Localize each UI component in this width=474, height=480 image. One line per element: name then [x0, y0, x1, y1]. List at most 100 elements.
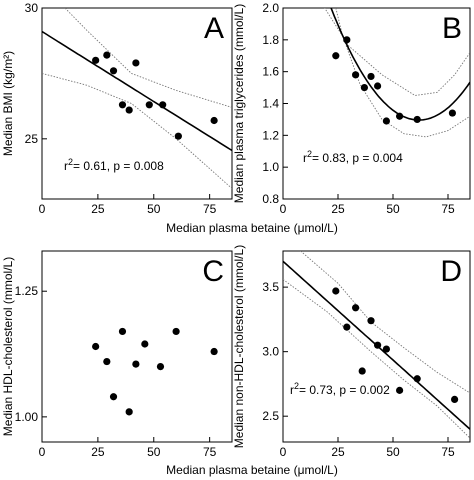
- panel-c-data-point: [125, 408, 133, 416]
- panel-b-y-tick-label: 0.8: [262, 192, 279, 206]
- panel-c-data-point: [109, 393, 118, 401]
- panel-c-frame: [41, 250, 233, 443]
- panel-b-ci-upper: [324, 8, 470, 96]
- panel-a-ci-upper: [64, 8, 232, 108]
- panel-b-data-point: [332, 52, 340, 60]
- panel-d-frame: [282, 250, 471, 443]
- panel-c-y-axis-label: Median HDL-cholesterol (mmol/L): [1, 257, 15, 436]
- panel-b-data-point: [360, 83, 368, 92]
- panel-a-stats-annotation: r2= 0.61, p = 0.008: [64, 157, 164, 173]
- panel-c-x-tick-label: 75: [203, 445, 217, 459]
- panel-c-y-tick-label: 1.25: [15, 284, 39, 298]
- panel-b-x-tick-label: 25: [331, 202, 345, 216]
- panel-d-data-point: [358, 367, 366, 375]
- panel-c-data-point: [103, 357, 111, 366]
- panel-b-data-point: [352, 71, 360, 79]
- panel-d-x-tick-label: 25: [331, 445, 345, 459]
- panel-d-y-axis-label: Median non-HDL-cholesterol (mmol/L): [232, 245, 246, 448]
- panel-a-ci-lower: [42, 72, 232, 189]
- panel-c-x-tick-label: 0: [39, 445, 46, 459]
- panel-c-data-point: [118, 327, 127, 336]
- panel-b-y-tick-label: 1.2: [262, 128, 279, 142]
- panel-c-x-tick-label: 25: [91, 445, 105, 459]
- panel-a-x-tick-label: 0: [39, 202, 46, 216]
- panel-a-regression-line: [42, 30, 232, 152]
- panel-d-ci-upper: [300, 251, 470, 394]
- panel-b-data-point: [382, 117, 390, 125]
- panel-b-data-point: [448, 109, 456, 117]
- panel-d-y-tick-label: 3.5: [262, 280, 279, 294]
- panel-c-data-point: [132, 360, 140, 368]
- panel-c-data-point: [156, 363, 165, 371]
- panel-d-data-point: [396, 386, 404, 394]
- panel-a-data-point: [125, 106, 133, 114]
- panel-c-plot-area: [92, 327, 218, 416]
- panel-a-letter: A: [204, 12, 224, 45]
- panel-d-x-tick-label: 75: [441, 445, 455, 459]
- panel-a-data-point: [103, 51, 111, 59]
- x-axis-label-bottom: Median plasma betaine (μmol/L): [166, 463, 338, 477]
- panel-d-data-point: [413, 375, 421, 383]
- panel-b-y-tick-label: 1.0: [262, 160, 279, 174]
- panel-c-data-point: [92, 342, 100, 351]
- panel-b-data-point: [396, 112, 404, 120]
- panel-b-letter: B: [442, 12, 462, 45]
- panel-a-data-point: [118, 101, 127, 109]
- panel-b: 0 25 50 75 0.8 1.0 1.2 1.4 1.6 1.8 2.0 Median plasm…: [232, 1, 471, 216]
- panel-b-y-tick-label: 1.6: [262, 65, 279, 79]
- panel-d-data-point: [374, 341, 382, 349]
- panel-a-plot-area: [42, 8, 232, 189]
- panel-c-data-point: [210, 347, 218, 356]
- panel-a-y-tick-label: 25: [25, 132, 39, 146]
- panel-b-x-tick-label: 0: [280, 202, 287, 216]
- panel-c-x-tick-label: 50: [147, 445, 161, 459]
- panel-a-x-tick-label: 75: [203, 202, 217, 216]
- panel-b-y-tick-label: 1.4: [262, 97, 279, 111]
- panel-c-letter: C: [202, 255, 224, 288]
- panel-b-y-tick-label: 2.0: [262, 1, 279, 15]
- panel-d-x-tick-label: 0: [280, 445, 287, 459]
- panel-a-y-axis-label: Median BMI (kg/m²): [1, 51, 15, 156]
- panel-d-data-point: [382, 345, 390, 353]
- panel-a-x-tick-label: 25: [91, 202, 105, 216]
- panel-a-data-point: [132, 59, 140, 67]
- panel-d: 0 25 50 75 2.5 3.0 3.5 Median non-HDL-cholester…: [232, 245, 471, 459]
- panel-a-data-point: [210, 116, 218, 125]
- panel-d-data-point: [343, 323, 351, 331]
- panel-b-regression-line: [330, 8, 470, 121]
- panel-d-stats-annotation: r2= 0.73, p = 0.002: [290, 381, 390, 397]
- panel-b-data-point: [343, 36, 351, 44]
- panel-b-data-point: [374, 82, 382, 90]
- panel-a-data-point: [159, 101, 167, 109]
- panel-a-data-point: [145, 101, 153, 109]
- panel-b-y-axis-label: Median plasma triglycerides (mmol/L): [232, 4, 246, 203]
- panel-a-x-tick-label: 50: [147, 202, 161, 216]
- panel-d-y-tick-label: 3.0: [262, 345, 279, 359]
- panel-a-y-tick-label: 30: [25, 1, 39, 15]
- x-axis-label-top: Median plasma betaine (μmol/L): [166, 221, 338, 235]
- panel-d-ci-lower: [283, 279, 470, 439]
- panel-b-data-point: [367, 72, 375, 81]
- panel-d-data-point: [352, 304, 360, 312]
- panel-a-data-point: [109, 67, 118, 75]
- panel-d-data-point: [451, 395, 459, 404]
- panel-b-stats-annotation: r2= 0.83, p = 0.004: [303, 149, 403, 165]
- panel-d-data-point: [332, 287, 340, 295]
- panel-c-data-point: [172, 327, 180, 336]
- panel-d-y-tick-label: 2.5: [262, 409, 279, 423]
- panel-c-y-tick-label: 1.00: [15, 410, 39, 424]
- panel-d-plot-area: [283, 251, 470, 439]
- panel-b-plot-area: [324, 8, 470, 138]
- panel-b-y-tick-label: 1.8: [262, 33, 279, 47]
- panel-a-frame: [41, 7, 233, 200]
- panel-d-data-point: [367, 317, 375, 325]
- panel-a-data-point: [92, 56, 100, 64]
- panel-a: 0 25 50 75 25 30 Median BMI (kg/m²) Ar2= 0.61, …: [1, 1, 233, 216]
- panel-b-x-tick-label: 50: [386, 202, 400, 216]
- panel-a-data-point: [174, 132, 182, 140]
- panel-b-data-point: [413, 115, 421, 124]
- panel-c-data-point: [141, 340, 149, 348]
- panel-d-letter: D: [440, 255, 462, 288]
